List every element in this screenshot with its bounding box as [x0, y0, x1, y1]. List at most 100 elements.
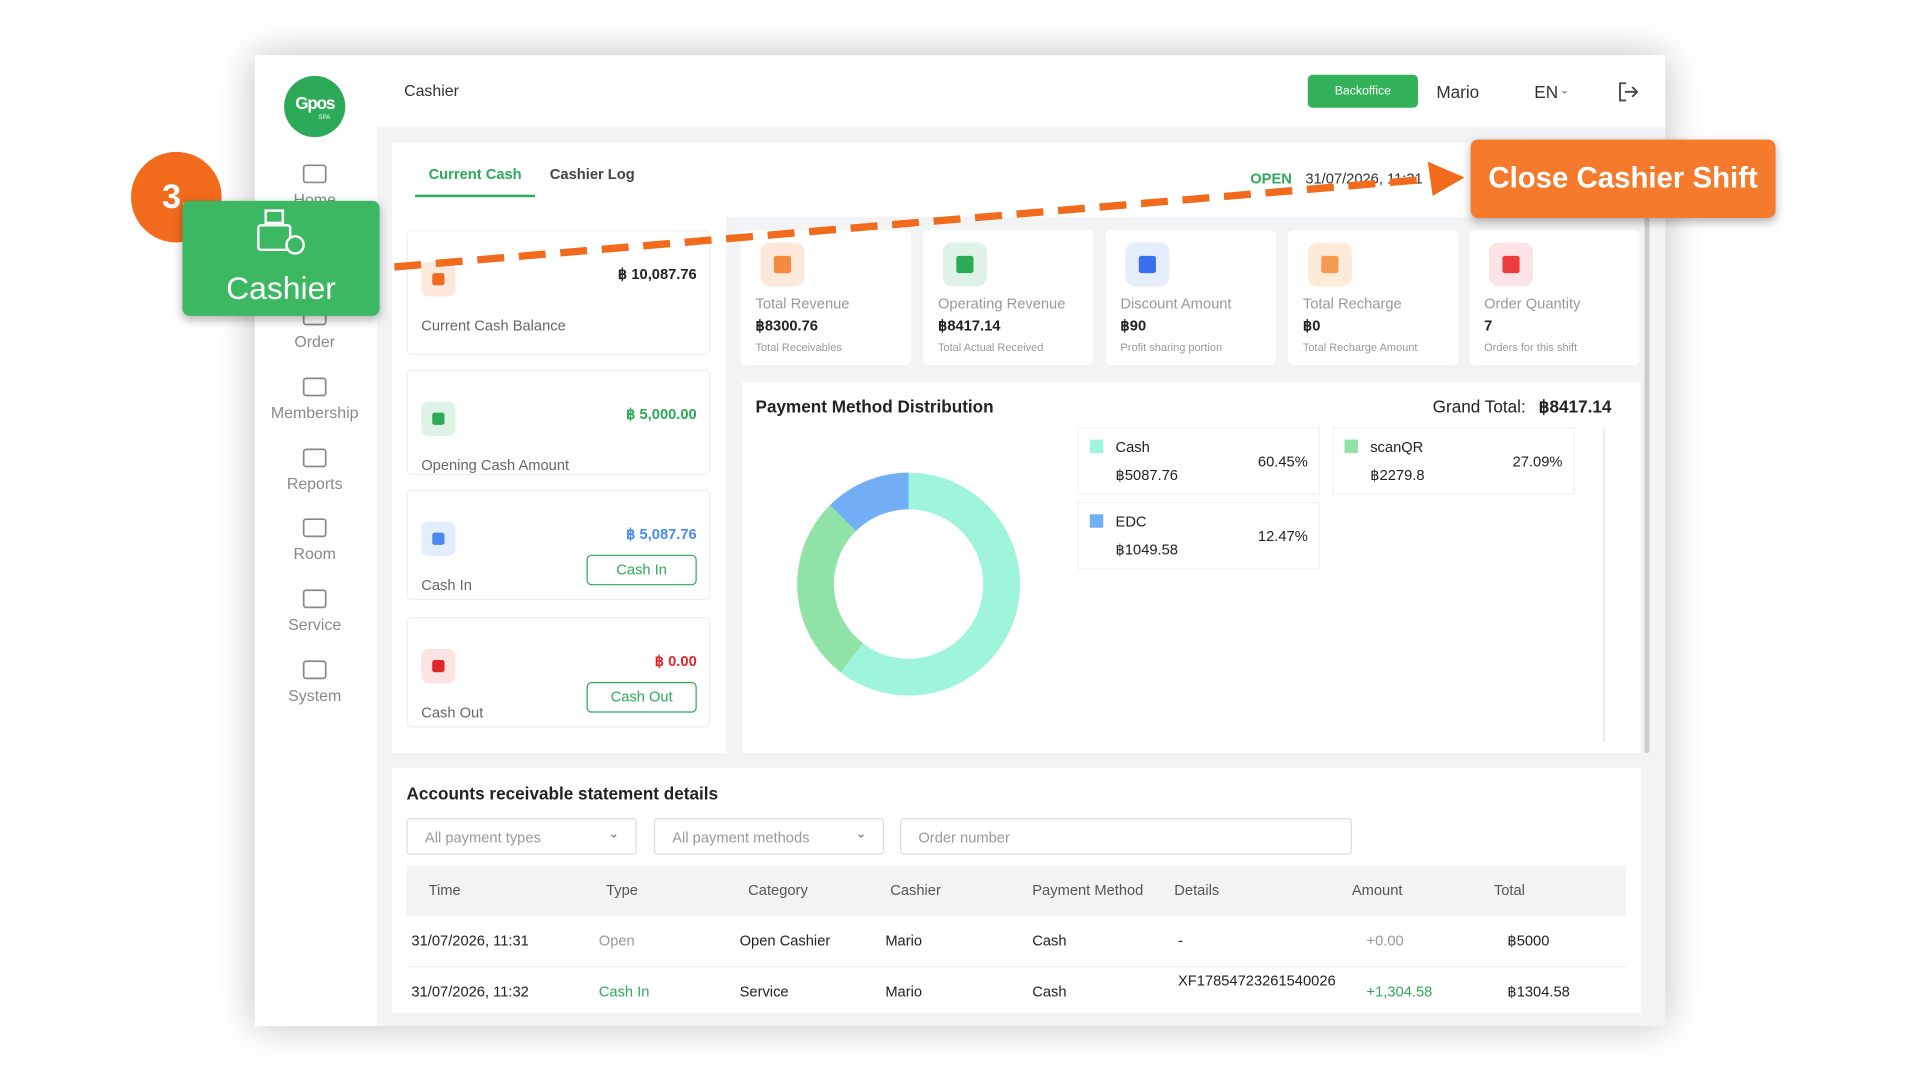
header — [377, 55, 1666, 128]
legend-swatch — [1089, 439, 1104, 454]
nav-icon — [302, 518, 327, 538]
page-title: Cashier — [404, 81, 459, 100]
legend-amount: ฿5087.76 — [1115, 466, 1178, 484]
stat-value: 7 — [1484, 317, 1493, 335]
vertical-scrollbar — [1644, 216, 1650, 754]
stat-value: ฿8300.76 — [755, 317, 818, 335]
close-shift-button[interactable]: Close Cashier Shift — [1470, 139, 1776, 218]
column-header: Total — [1493, 881, 1525, 899]
table-cell: Open — [598, 931, 635, 949]
legend-name: Cash — [1115, 438, 1150, 456]
backoffice-button[interactable]: Backoffice — [1307, 74, 1418, 108]
grand-total: ฿8417.14 — [1538, 396, 1612, 417]
cash-icon — [421, 648, 456, 684]
legend-item — [1077, 502, 1321, 570]
filter-input[interactable]: All payment methods ⌄ — [653, 817, 885, 855]
dashed-arrow — [393, 175, 1433, 271]
logout-icon — [1619, 82, 1639, 102]
donut-chart — [797, 472, 1021, 696]
table-cell: Mario — [885, 931, 923, 949]
nav-item[interactable]: Order — [294, 332, 336, 351]
cash-button[interactable]: Cash Out — [586, 682, 697, 713]
dropdown-caret: ⌄ — [608, 827, 619, 842]
table-cell: 31/07/2026, 11:32 — [411, 983, 529, 1001]
tab-underline — [415, 194, 536, 198]
table-cell: +0.00 — [1366, 931, 1404, 949]
icon-shape — [302, 448, 327, 468]
stat-icon — [1307, 242, 1352, 287]
column-header: Amount — [1351, 881, 1403, 899]
donut-segment — [797, 505, 864, 673]
logo-name: Gpos — [295, 93, 335, 113]
cash-icon — [421, 262, 456, 297]
stat-sub: Total Recharge Amount — [1302, 341, 1418, 354]
icon-shape — [302, 518, 327, 538]
arrow-head — [1427, 161, 1465, 196]
nav-item[interactable]: System — [288, 686, 342, 705]
language[interactable]: EN — [1534, 82, 1559, 102]
nav-item[interactable]: Reports — [286, 474, 343, 493]
stat-icon — [1488, 242, 1534, 287]
cash-card — [406, 489, 711, 601]
donut-segment — [829, 472, 909, 532]
legend-percent: 27.09% — [1512, 453, 1563, 471]
nav-icon — [302, 589, 327, 609]
stat-sub: Profit sharing portion — [1120, 341, 1223, 354]
filter-input[interactable]: Order number — [900, 817, 1352, 855]
table-header — [406, 865, 1627, 916]
logo-tag: SPA — [318, 113, 331, 122]
stat-value: ฿90 — [1120, 317, 1147, 335]
table-cell: +1,304.58 — [1366, 983, 1433, 1001]
cash-card — [406, 617, 711, 728]
legend-percent: 60.45% — [1257, 453, 1308, 471]
icon-shape — [285, 235, 305, 255]
cash-card — [406, 369, 711, 476]
logo: Gpos SPA — [284, 75, 346, 138]
dropdown-caret: ⌄ — [855, 827, 867, 842]
stat-title: Total Recharge — [1302, 295, 1402, 313]
cash-icon — [421, 401, 456, 436]
column-header: Cashier — [890, 881, 941, 899]
table-cell: 31/07/2026, 11:31 — [411, 931, 529, 949]
legend-name: scanQR — [1370, 438, 1424, 456]
stat-sub: Total Receivables — [755, 341, 842, 354]
table-cell: Cash — [1032, 931, 1067, 949]
stat-icon — [1125, 242, 1170, 287]
nav-item[interactable]: Membership — [270, 403, 359, 422]
cash-icon — [421, 521, 456, 556]
stat-title: Operating Revenue — [937, 295, 1066, 313]
scrollbar — [1602, 428, 1606, 743]
legend-amount: ฿2279.8 — [1370, 466, 1425, 484]
cash-amount: ฿ 10,087.76 — [617, 265, 697, 283]
nav-item[interactable]: Room — [293, 544, 336, 563]
table-cell: ฿1304.58 — [1507, 983, 1570, 1001]
icon-shape — [302, 164, 327, 184]
cash-label: Cash Out — [421, 704, 484, 722]
user-name: Mario — [1436, 82, 1480, 102]
stat-title: Total Revenue — [755, 295, 850, 313]
status: OPEN — [1250, 170, 1292, 188]
cash-card — [406, 230, 711, 356]
legend-swatch — [1089, 514, 1104, 528]
legend-swatch — [1344, 439, 1358, 454]
stat-icon — [942, 242, 987, 287]
donut-segment — [840, 472, 1021, 696]
cash-amount: ฿ 0.00 — [654, 652, 697, 670]
cash-button[interactable]: Cash In — [586, 554, 697, 586]
table-cell: Cash In — [598, 983, 650, 1001]
tab[interactable]: Cashier Log — [549, 165, 635, 183]
table-cell: Open Cashier — [739, 931, 831, 949]
step-badge: 3. — [131, 151, 222, 243]
cash-label: Cash In — [421, 576, 472, 594]
legend-name: EDC — [1115, 513, 1147, 531]
lang-caret: ⌄ — [1560, 83, 1570, 97]
tab-active[interactable]: Current Cash — [428, 165, 522, 183]
nav-item[interactable]: Service — [288, 615, 342, 634]
table-cell: Service — [739, 983, 789, 1001]
stat-value: ฿0 — [1302, 317, 1321, 335]
icon-shape — [1619, 82, 1639, 102]
legend-item — [1332, 427, 1575, 495]
row-divider — [406, 966, 1627, 968]
filter-input[interactable]: All payment types ⌄ — [406, 817, 637, 855]
